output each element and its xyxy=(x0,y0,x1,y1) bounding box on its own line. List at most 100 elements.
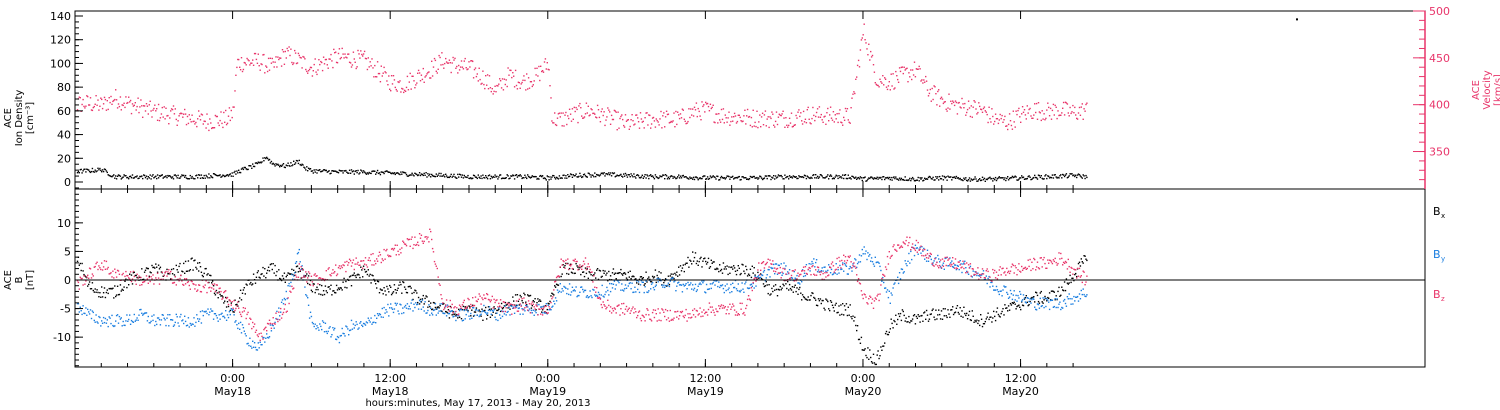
bz-point xyxy=(264,327,266,330)
velocity-point xyxy=(450,71,452,74)
bz-point xyxy=(343,264,345,267)
density-point xyxy=(1011,175,1014,178)
bx-point xyxy=(899,312,902,315)
velocity-point xyxy=(736,120,739,123)
density-point xyxy=(730,176,732,178)
by-point xyxy=(88,311,90,313)
bx-point xyxy=(208,281,210,284)
bz-point xyxy=(564,267,566,269)
bz-point xyxy=(140,276,142,279)
bz-point xyxy=(248,323,250,325)
by-point xyxy=(347,328,349,330)
velocity-point xyxy=(970,105,972,107)
bz-point xyxy=(526,306,528,308)
by-point xyxy=(460,309,463,311)
by-point xyxy=(568,283,571,285)
velocity-point xyxy=(94,103,96,105)
velocity-point xyxy=(361,53,363,56)
density-point xyxy=(81,172,83,174)
by-point xyxy=(1022,294,1025,296)
by-point xyxy=(879,265,881,268)
by-point xyxy=(350,319,353,322)
bz-point xyxy=(122,272,124,275)
by-point xyxy=(143,312,146,314)
bz-point xyxy=(520,305,522,307)
velocity-point xyxy=(867,54,869,56)
velocity-point xyxy=(207,123,209,125)
velocity-point xyxy=(349,62,352,64)
velocity-point xyxy=(703,104,705,106)
by-point xyxy=(129,314,131,316)
density-point xyxy=(347,172,349,174)
by-point xyxy=(974,271,976,273)
by-point xyxy=(342,332,344,335)
density-point xyxy=(343,170,345,172)
velocity-point xyxy=(335,61,338,64)
density-point xyxy=(745,177,747,179)
density-point xyxy=(456,177,458,179)
bx-point xyxy=(498,308,500,310)
density-point xyxy=(541,175,544,177)
by-point xyxy=(237,327,239,330)
by-point xyxy=(187,317,190,319)
density-point xyxy=(698,177,700,180)
bz-point xyxy=(162,278,164,280)
by-point xyxy=(330,336,332,338)
bx-point xyxy=(401,292,403,294)
bx-point xyxy=(171,273,174,275)
velocity-point xyxy=(489,87,492,89)
by-point xyxy=(568,293,570,296)
bx-point xyxy=(256,271,259,274)
by-point xyxy=(286,297,288,300)
velocity-point xyxy=(297,52,300,55)
by-point xyxy=(211,310,214,312)
bx-point xyxy=(291,268,293,271)
velocity-point xyxy=(966,111,968,114)
by-point xyxy=(149,322,151,324)
by-point xyxy=(188,326,190,328)
velocity-point xyxy=(496,84,498,87)
density-point xyxy=(700,177,702,180)
bx-point xyxy=(281,275,284,277)
velocity-point xyxy=(87,95,89,98)
density-point xyxy=(302,164,304,166)
velocity-point xyxy=(839,109,841,111)
by-point xyxy=(630,288,632,290)
by-point xyxy=(174,321,176,324)
velocity-point xyxy=(896,75,898,77)
bx-point xyxy=(207,273,209,275)
velocity-point xyxy=(846,108,849,110)
bx-point xyxy=(273,272,275,274)
bx-point xyxy=(495,312,497,314)
velocity-point xyxy=(1029,107,1031,110)
bz-point xyxy=(457,314,459,316)
density-point xyxy=(344,170,346,172)
by-point xyxy=(124,324,126,327)
by-point xyxy=(660,280,662,282)
velocity-point xyxy=(683,118,685,120)
bx-point xyxy=(631,275,633,278)
velocity-point xyxy=(1081,103,1083,105)
bz-point xyxy=(525,302,527,305)
velocity-point xyxy=(606,116,608,118)
by-point xyxy=(151,315,153,317)
by-point xyxy=(729,291,731,294)
bx-point xyxy=(361,269,363,271)
velocity-point xyxy=(951,102,953,105)
bx-point xyxy=(88,283,90,286)
bz-point xyxy=(533,306,535,308)
bx-point xyxy=(1010,304,1013,306)
density-point xyxy=(311,170,314,172)
density-point xyxy=(697,179,699,181)
density-point xyxy=(368,171,370,174)
by-point xyxy=(624,284,627,286)
bz-point xyxy=(149,280,151,283)
velocity-point xyxy=(667,113,670,115)
density-point xyxy=(247,168,249,171)
velocity-point xyxy=(193,120,195,122)
bz-point xyxy=(337,267,340,269)
velocity-point xyxy=(125,96,127,98)
density-point xyxy=(784,174,786,176)
density-point xyxy=(734,177,737,179)
by-point xyxy=(873,265,876,267)
